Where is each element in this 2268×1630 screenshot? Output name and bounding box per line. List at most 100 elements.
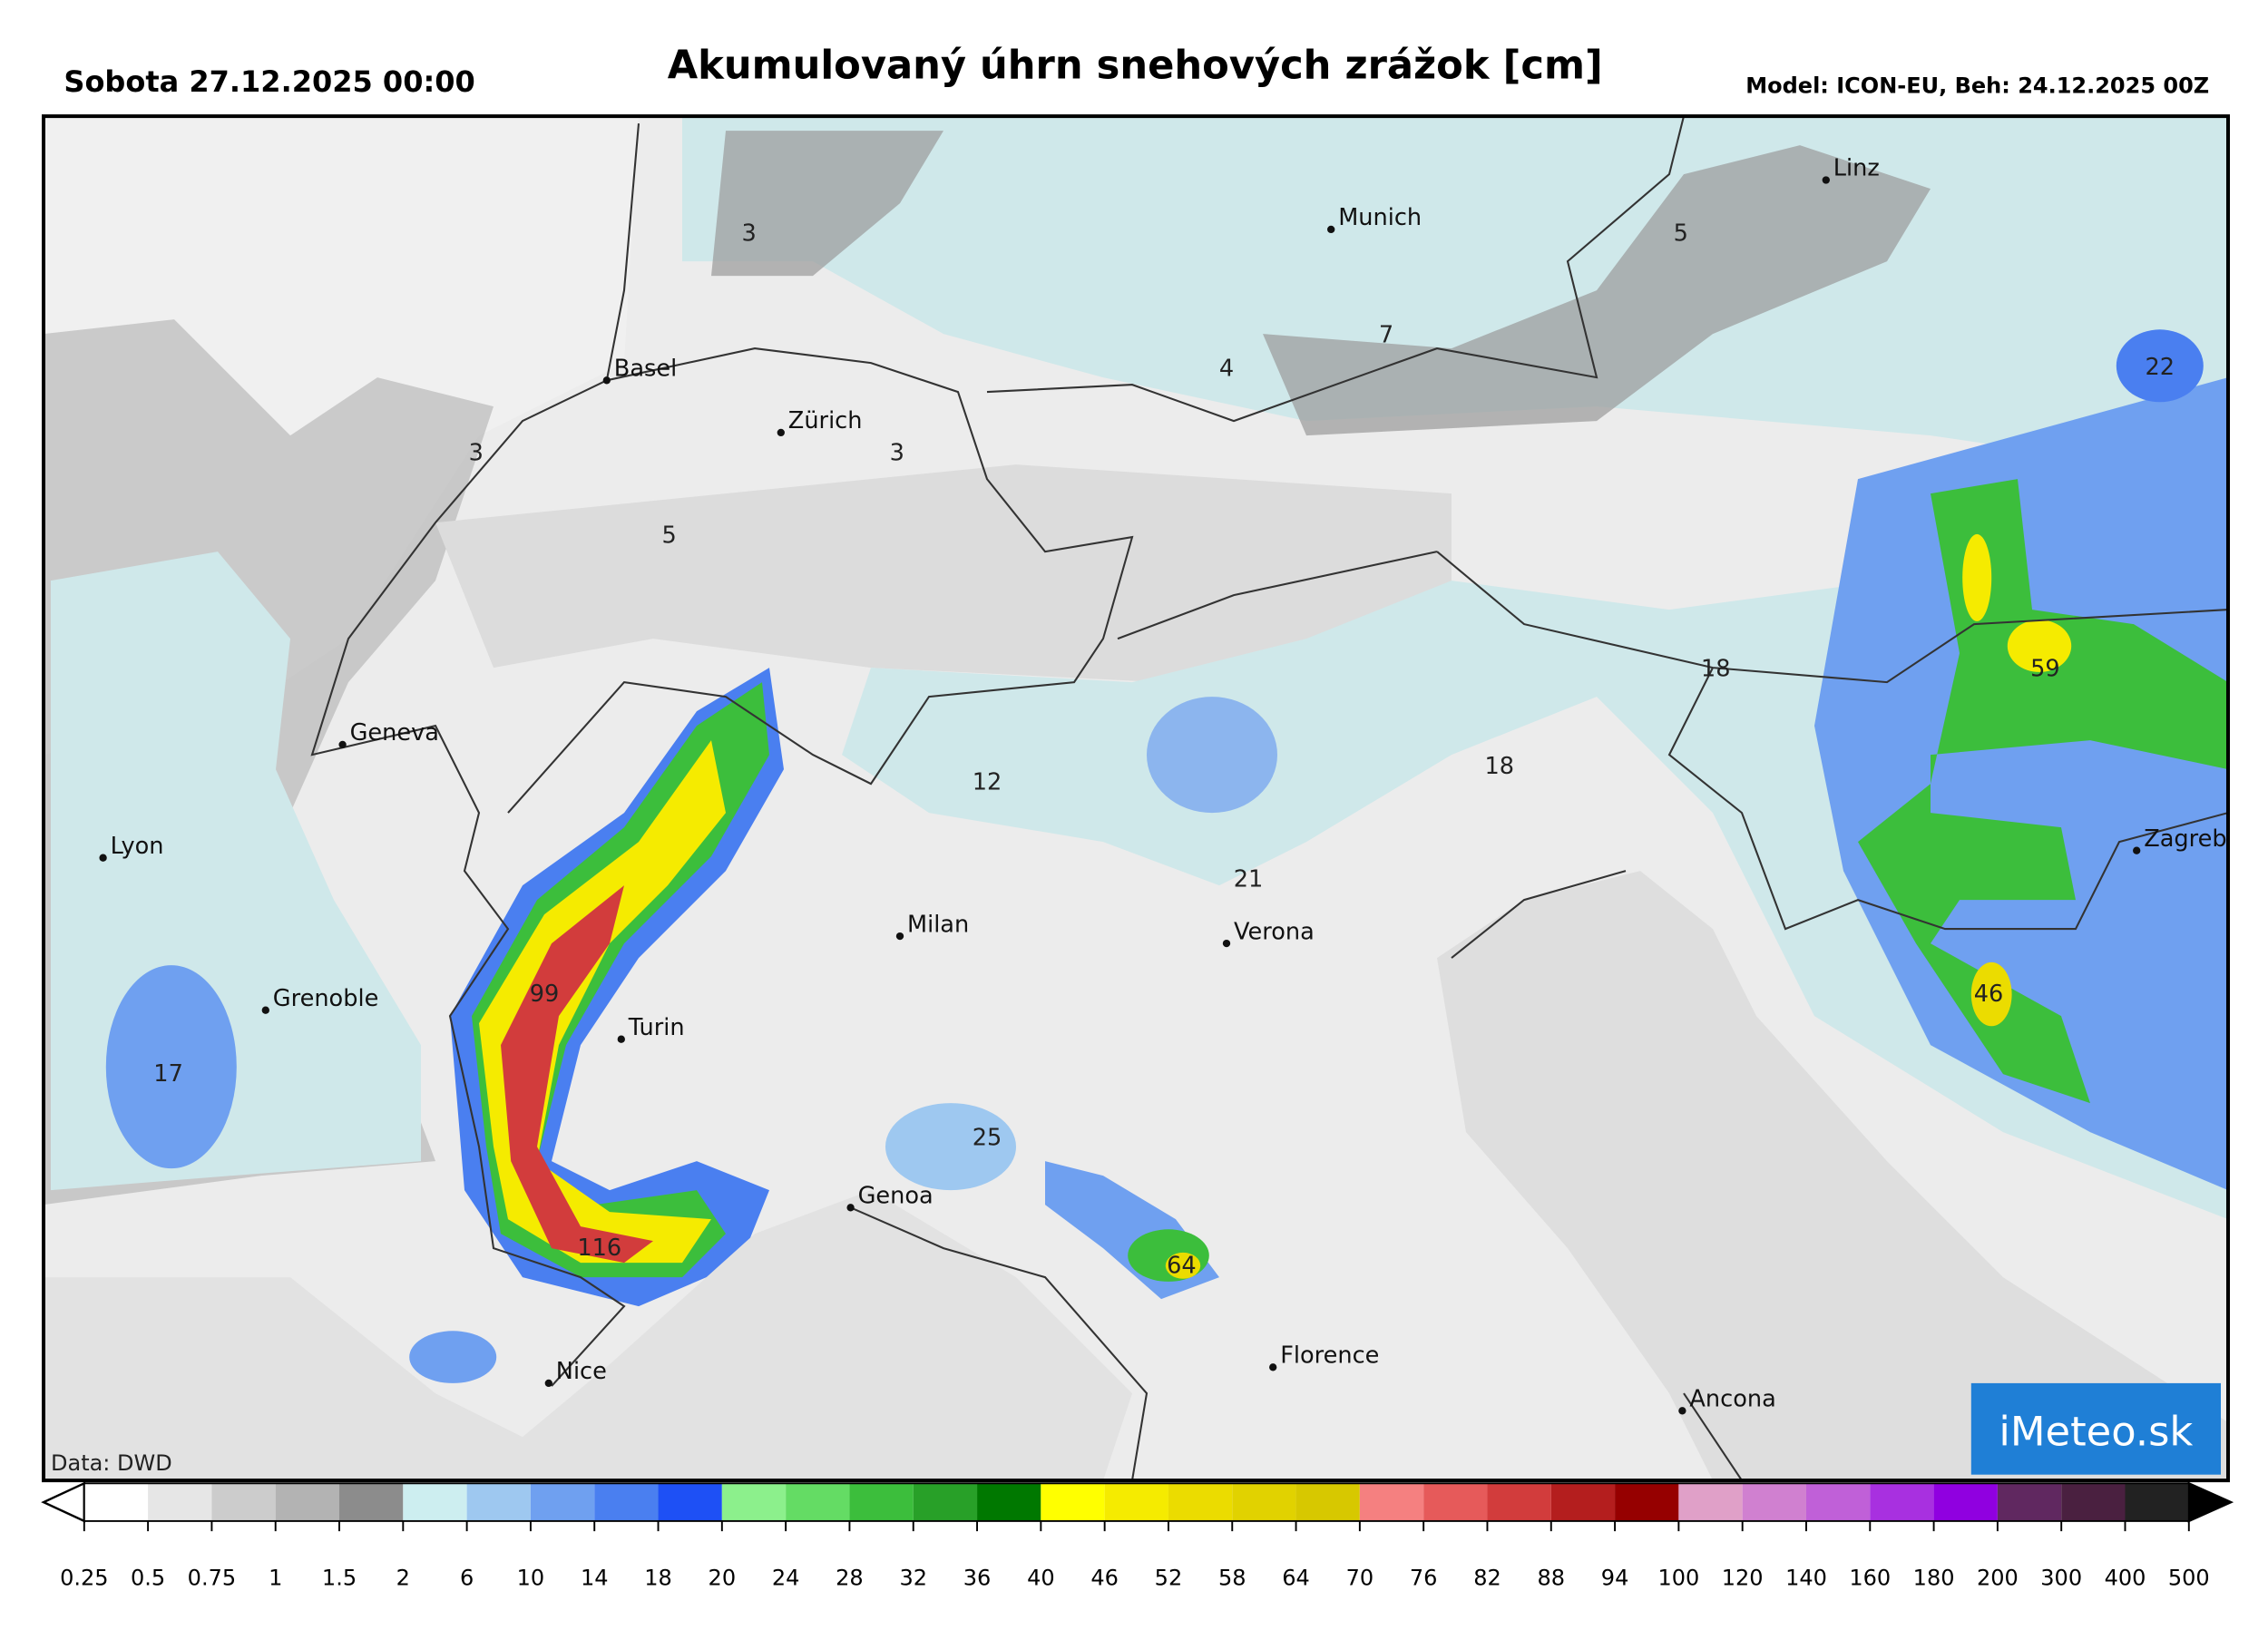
alps-yellow bbox=[479, 740, 726, 1264]
colorbar-label: 160 bbox=[1849, 1565, 1891, 1590]
coast bbox=[850, 870, 1743, 1481]
colorbar-label: 88 bbox=[1537, 1565, 1565, 1590]
blue-east bbox=[1814, 377, 2228, 1191]
city-label: Genoa bbox=[858, 1183, 934, 1210]
map-frame bbox=[42, 114, 2230, 1483]
colorbar-label: 32 bbox=[899, 1565, 927, 1590]
colorbar-swatch bbox=[1232, 1483, 1296, 1521]
colorbar-label: 10 bbox=[517, 1565, 545, 1590]
map-value-label: 18 bbox=[1701, 656, 1731, 683]
blob bbox=[2116, 329, 2204, 403]
colorbar-swatch bbox=[1168, 1483, 1233, 1521]
colorbar-swatch bbox=[1615, 1483, 1679, 1521]
colorbar-label: 36 bbox=[963, 1565, 992, 1590]
city-dot bbox=[99, 854, 107, 862]
city-label: Ancona bbox=[1689, 1386, 1775, 1413]
city-dot bbox=[617, 1035, 625, 1043]
map-value-label: 17 bbox=[153, 1060, 183, 1088]
map-value-label: 5 bbox=[1674, 220, 1688, 248]
colorbar-swatch bbox=[849, 1483, 914, 1521]
map-value-label: 22 bbox=[2146, 354, 2175, 381]
colorbar-label: 0.75 bbox=[188, 1565, 236, 1590]
alps-red bbox=[501, 885, 653, 1264]
colorbar-swatch bbox=[721, 1483, 787, 1521]
colorbar-label: 64 bbox=[1282, 1565, 1310, 1590]
colorbar-arrow-right bbox=[2187, 1481, 2234, 1523]
colorbar-label: 18 bbox=[644, 1565, 672, 1590]
colorbar-label: 20 bbox=[709, 1565, 737, 1590]
colorbar-swatch bbox=[913, 1483, 978, 1521]
city-dot bbox=[602, 376, 611, 385]
city-dot bbox=[2133, 846, 2141, 854]
blob bbox=[1970, 961, 2012, 1027]
map-value-label: 99 bbox=[530, 981, 560, 1008]
map-value-label: 12 bbox=[973, 769, 1002, 796]
city-dot bbox=[777, 428, 785, 437]
model-label: Model: ICON-EU, Beh: 24.12.2025 00Z bbox=[1745, 73, 2209, 99]
colorbar-swatch bbox=[466, 1483, 531, 1521]
map-value-label: 21 bbox=[1234, 866, 1264, 893]
map-title: Akumulovaný úhrn snehových zrážok [cm] bbox=[668, 44, 1603, 89]
colorbar-swatch bbox=[339, 1483, 404, 1521]
colorbar-swatch bbox=[1359, 1483, 1424, 1521]
value-layer: 3 5 7 4 3 3 5 22 18 59 12 18 21 17 99 25 116 64 46 bbox=[153, 220, 2175, 1280]
map-value-label: 46 bbox=[1974, 981, 2004, 1008]
city-layer: Linz Munich Basel Zürich Geneva Lyon Grenoble T… bbox=[99, 155, 2227, 1415]
city-label: Verona bbox=[1234, 918, 1315, 945]
colorbar-swatch bbox=[275, 1483, 340, 1521]
map-value-label: 5 bbox=[661, 522, 676, 550]
border bbox=[507, 347, 1134, 814]
colorbar-swatch bbox=[1805, 1483, 1871, 1521]
city-label: Linz bbox=[1833, 155, 1880, 182]
blob bbox=[105, 965, 237, 1169]
map-value-label: 4 bbox=[1219, 356, 1234, 383]
colorbar-label: 500 bbox=[2168, 1565, 2210, 1590]
border bbox=[986, 116, 2228, 931]
map-value-label: 7 bbox=[1379, 322, 1393, 349]
colorbar-label: 300 bbox=[2040, 1565, 2082, 1590]
colorbar-swatch bbox=[1104, 1483, 1168, 1521]
city-label: Turin bbox=[628, 1014, 685, 1041]
colorbar-swatch bbox=[1423, 1483, 1488, 1521]
colorbar-label: 400 bbox=[2105, 1565, 2146, 1590]
city-label: Grenoble bbox=[273, 985, 379, 1012]
colorbar-swatch bbox=[658, 1483, 722, 1521]
colorbar-label: 1 bbox=[269, 1565, 282, 1590]
colorbar-label: 1.5 bbox=[322, 1565, 357, 1590]
city-dot bbox=[261, 1006, 269, 1014]
logo-box bbox=[1970, 1382, 2221, 1475]
colorbar-label: 76 bbox=[1410, 1565, 1438, 1590]
colorbar-swatch bbox=[1295, 1483, 1360, 1521]
city-dot bbox=[1222, 939, 1231, 948]
map-value-label: 64 bbox=[1167, 1252, 1197, 1279]
blob bbox=[885, 1103, 1016, 1191]
border bbox=[310, 123, 640, 1387]
map-value-label: 3 bbox=[469, 439, 484, 466]
colorbar-swatch bbox=[1487, 1483, 1551, 1521]
colorbar-label: 0.5 bbox=[131, 1565, 165, 1590]
map: Linz Munich Basel Zürich Geneva Lyon Grenoble T… bbox=[44, 116, 2228, 1481]
colorbar-label: 82 bbox=[1473, 1565, 1501, 1590]
adriatic bbox=[1437, 871, 2228, 1481]
colorbar-label: 28 bbox=[836, 1565, 864, 1590]
city-label: Basel bbox=[614, 356, 677, 383]
colorbar-label: 0.25 bbox=[60, 1565, 108, 1590]
city-label: Lyon bbox=[111, 833, 164, 860]
colorbar-arrow-left bbox=[41, 1481, 85, 1523]
map-value-label: 3 bbox=[890, 439, 904, 466]
colorbar-swatch bbox=[530, 1483, 595, 1521]
city-dot bbox=[846, 1204, 855, 1212]
city-dot bbox=[1678, 1407, 1686, 1415]
colorbar-swatch bbox=[2061, 1483, 2126, 1521]
blob bbox=[2007, 620, 2072, 672]
colorbar-label: 14 bbox=[581, 1565, 609, 1590]
city-label: Florence bbox=[1280, 1342, 1379, 1370]
logo: iMeteo.sk bbox=[1999, 1408, 2193, 1456]
city-label: Zürich bbox=[788, 407, 863, 434]
city-label: Zagreb bbox=[2144, 825, 2226, 853]
colorbar-swatch bbox=[211, 1483, 276, 1521]
colorbar-swatch bbox=[1997, 1483, 2062, 1521]
map-value-label: 25 bbox=[973, 1125, 1002, 1152]
sea-west bbox=[44, 1190, 1132, 1481]
